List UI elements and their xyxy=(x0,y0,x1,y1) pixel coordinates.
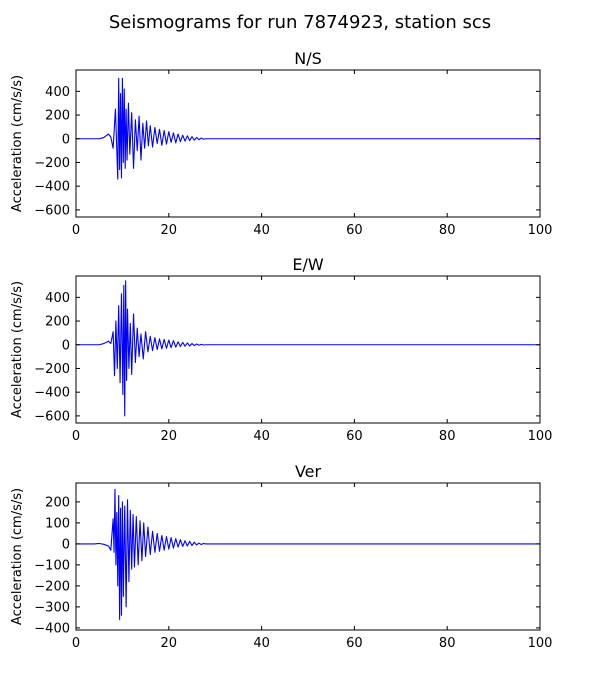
x-tick-label: 0 xyxy=(72,223,80,238)
panel-title: Ver xyxy=(295,462,322,481)
x-tick-label: 0 xyxy=(72,429,80,444)
x-tick-label: 100 xyxy=(528,223,553,238)
x-tick-label: 80 xyxy=(439,636,456,651)
figure-title: Seismograms for run 7874923, station scs xyxy=(109,12,491,33)
panel-2: Ver Acceleration (cm/s/s) 0 20 40 60 80 100 −400… xyxy=(10,462,552,651)
x-tick-label: 40 xyxy=(253,429,270,444)
x-tick-label: 40 xyxy=(253,223,270,238)
panel-1: E/W Acceleration (cm/s/s) 0 20 40 60 80 100 −600… xyxy=(10,255,552,444)
y-tick-label: 0 xyxy=(62,132,70,147)
plot-frame xyxy=(75,482,541,631)
y-tick-label: −200 xyxy=(34,579,70,594)
y-axis-label: Acceleration (cm/s/s) xyxy=(10,488,25,625)
y-axis-label: Acceleration (cm/s/s) xyxy=(10,281,25,418)
x-tick-label: 20 xyxy=(161,223,178,238)
x-tick-label: 40 xyxy=(253,636,270,651)
x-tick-label: 20 xyxy=(161,429,178,444)
x-tick-label: 100 xyxy=(528,429,553,444)
y-tick-label: −400 xyxy=(34,386,70,401)
panel-title: E/W xyxy=(292,255,324,274)
plot-frame xyxy=(75,69,541,218)
series-line xyxy=(76,77,540,180)
x-tick-label: 80 xyxy=(439,429,456,444)
x-tick-label: 60 xyxy=(346,636,363,651)
x-tick-label: 0 xyxy=(72,636,80,651)
y-tick-label: 200 xyxy=(45,109,70,124)
y-tick-label: −400 xyxy=(34,180,70,195)
x-tick-label: 60 xyxy=(346,223,363,238)
y-tick-label: −200 xyxy=(34,156,70,171)
plot-frame xyxy=(75,275,541,424)
y-axis-label: Acceleration (cm/s/s) xyxy=(10,75,25,212)
series-line xyxy=(76,488,540,621)
y-tick-label: 400 xyxy=(45,291,70,306)
x-tick-label: 60 xyxy=(346,429,363,444)
y-tick-label: −200 xyxy=(34,362,70,377)
y-tick-label: −100 xyxy=(34,558,70,573)
y-tick-label: −300 xyxy=(34,600,70,615)
y-tick-label: −400 xyxy=(34,621,70,636)
panel-0: N/S Acceleration (cm/s/s) 0 20 40 60 80 100 −600… xyxy=(10,49,552,238)
x-tick-label: 100 xyxy=(528,636,553,651)
x-tick-label: 20 xyxy=(161,636,178,651)
y-tick-label: 0 xyxy=(62,537,70,552)
series-line xyxy=(76,280,540,417)
y-tick-label: 100 xyxy=(45,516,70,531)
y-tick-label: 200 xyxy=(45,495,70,510)
y-tick-label: −600 xyxy=(34,409,70,424)
y-tick-label: −600 xyxy=(34,203,70,218)
x-tick-label: 80 xyxy=(439,223,456,238)
panel-title: N/S xyxy=(294,49,322,68)
y-tick-label: 0 xyxy=(62,338,70,353)
y-tick-label: 200 xyxy=(45,315,70,330)
y-tick-label: 400 xyxy=(45,85,70,100)
